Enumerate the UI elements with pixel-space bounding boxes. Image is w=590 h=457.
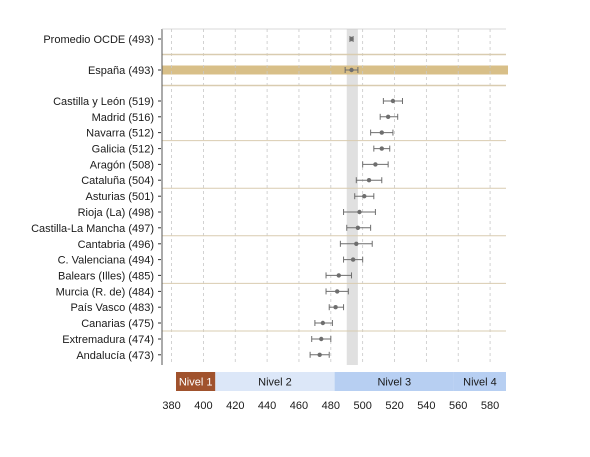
x-tick-label: 380 — [162, 400, 180, 412]
data-point — [366, 178, 372, 183]
data-point — [354, 241, 359, 246]
row-label: Madrid (516) — [92, 112, 154, 124]
level-label: Nivel 4 — [463, 377, 497, 389]
row-label: Canarias (475) — [81, 318, 154, 330]
x-tick-label: 540 — [417, 400, 435, 412]
data-point — [362, 194, 367, 199]
row-label: Andalucía (473) — [76, 350, 154, 362]
data-point — [350, 257, 356, 262]
level-label: Nivel 2 — [258, 377, 292, 389]
row-label: Castilla y León (519) — [53, 96, 154, 108]
level-segment — [334, 372, 454, 391]
data-point — [334, 289, 340, 294]
row-label: Cataluña (504) — [81, 175, 154, 187]
data-point — [319, 336, 324, 342]
row-label: Aragón (508) — [90, 159, 154, 171]
plot-frame — [161, 28, 506, 365]
x-tick-label: 560 — [449, 400, 467, 412]
level-segment — [215, 372, 335, 391]
data-marks — [309, 36, 403, 358]
row-label: C. Valenciana (494) — [58, 255, 154, 267]
row-label: Galicia (512) — [92, 144, 154, 156]
row-label: Balears (Illes) (485) — [58, 270, 154, 282]
data-point — [349, 67, 354, 73]
data-point — [357, 209, 362, 215]
row-label: Asturias (501) — [86, 191, 154, 203]
data-point — [379, 130, 384, 135]
data-point — [333, 305, 338, 310]
row-label: Castilla-La Mancha (497) — [31, 223, 154, 235]
highlight-bar-rect — [162, 65, 508, 75]
highlight-bar — [162, 65, 508, 75]
level-label: Nivel 1 — [179, 377, 213, 389]
data-point — [379, 146, 384, 151]
reference-band — [346, 29, 358, 365]
row-label: Murcia (R. de) (484) — [56, 286, 154, 298]
x-tick-label: 420 — [226, 400, 244, 412]
row-label: País Vasco (483) — [70, 302, 154, 314]
x-tick-label: 520 — [385, 400, 403, 412]
data-point — [373, 162, 378, 167]
data-point — [320, 320, 326, 326]
group-separators — [162, 53, 506, 332]
data-point — [317, 352, 322, 357]
data-point — [349, 36, 354, 42]
row-label: Rioja (La) (498) — [78, 207, 154, 219]
reference-band-rect — [346, 29, 358, 365]
row-label: Promedio OCDE (493) — [43, 34, 154, 46]
data-point — [385, 114, 391, 120]
x-tick-label: 440 — [258, 400, 276, 412]
x-tick-label: 580 — [481, 400, 499, 412]
grid-lines — [171, 29, 491, 365]
level-segment — [176, 372, 216, 391]
x-axis: 380 400 420 440 460 480 500 520 540 560 580 — [162, 400, 499, 412]
level-bar: Nivel 1 Nivel 2 Nivel 3 Nivel 4 — [176, 372, 506, 391]
row-label: España (493) — [88, 65, 154, 77]
x-tick-label: 460 — [290, 400, 308, 412]
row-label: Extremadura (474) — [62, 334, 154, 346]
x-tick-label: 400 — [194, 400, 212, 412]
row-labels: Promedio OCDE (493) España (493) Castilla … — [31, 34, 161, 362]
x-tick-label: 480 — [322, 400, 340, 412]
data-point — [390, 98, 396, 104]
data-point — [355, 225, 361, 230]
x-tick-label: 500 — [353, 400, 371, 412]
level-label: Nivel 3 — [377, 377, 411, 389]
level-segment — [453, 372, 506, 391]
row-label: Cantabria (496) — [78, 239, 154, 251]
data-point — [336, 273, 341, 278]
row-label: Navarra (512) — [86, 128, 154, 140]
